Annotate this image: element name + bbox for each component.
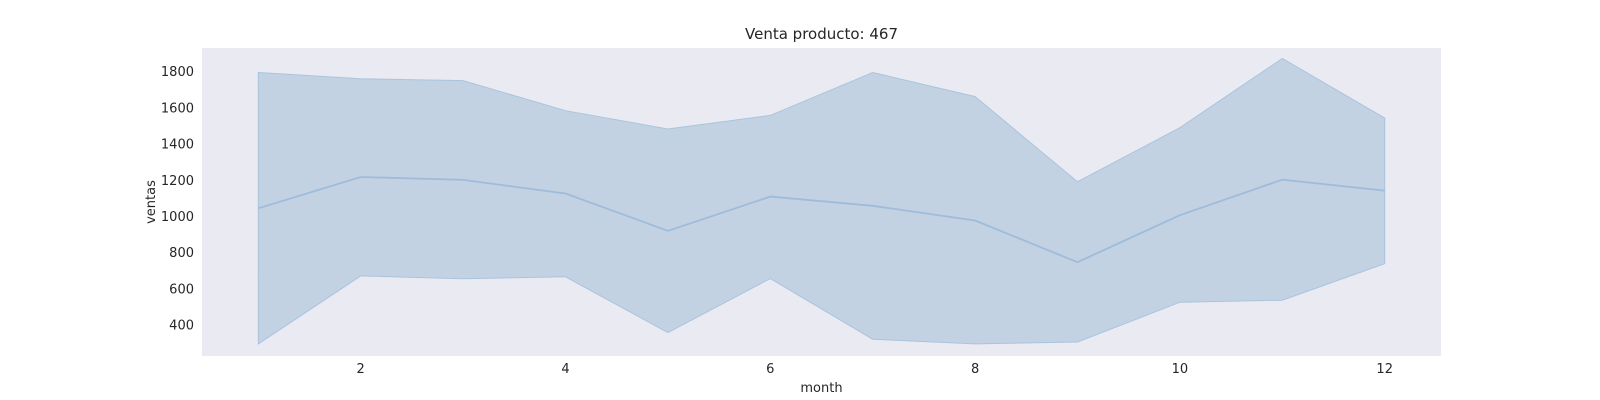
- y-tick-label: 400: [169, 319, 194, 334]
- series-line-layer: [258, 176, 1385, 264]
- x-tick-label: 2: [357, 362, 365, 377]
- x-tick-label: 4: [561, 362, 569, 377]
- y-axis-label: ventas: [144, 180, 159, 224]
- x-tick-label: 8: [971, 362, 979, 377]
- x-tick-label: 6: [766, 362, 774, 377]
- y-tick-label: 800: [169, 246, 194, 261]
- x-axis-label: month: [800, 381, 842, 396]
- y-tick-label: 1600: [161, 101, 194, 116]
- y-axis-ticks: 400 600 800 1000 1200 1400 1600 1800: [161, 65, 194, 334]
- x-tick-label: 10: [1172, 362, 1189, 377]
- y-tick-label: 1800: [161, 65, 194, 80]
- x-axis-ticks: 2 4 6 8 10 12: [357, 362, 1393, 377]
- series-line: [258, 176, 1385, 264]
- y-tick-label: 1000: [161, 210, 194, 225]
- y-tick-label: 1400: [161, 138, 194, 153]
- y-tick-label: 1200: [161, 174, 194, 189]
- y-tick-label: 600: [169, 283, 194, 298]
- chart-title: Venta producto: 467: [745, 25, 898, 43]
- x-tick-label: 12: [1376, 362, 1393, 377]
